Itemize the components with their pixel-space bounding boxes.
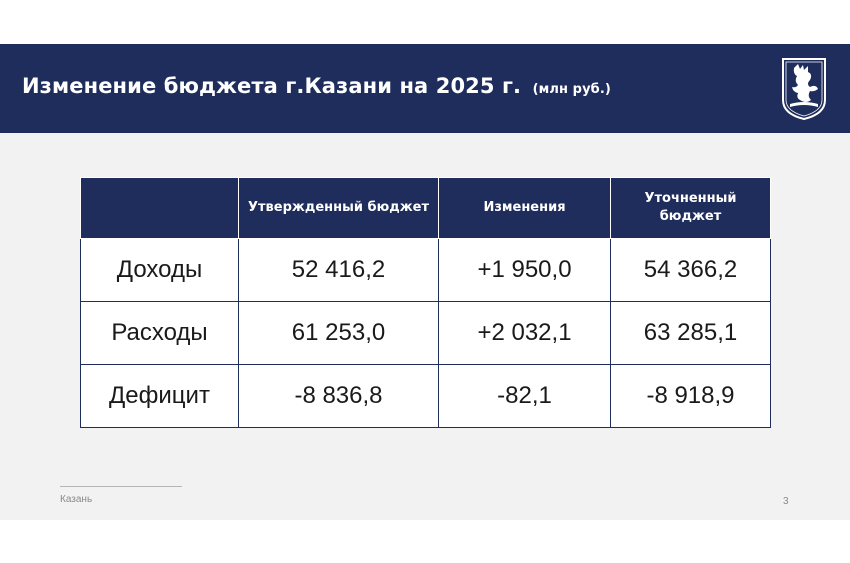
cell-revised: -8 918,9: [610, 364, 771, 428]
row-label: Расходы: [80, 301, 239, 365]
footer-divider: [60, 486, 182, 487]
slide: Изменение бюджета г.Казани на 2025 г. (м…: [0, 44, 850, 520]
cell-approved: 61 253,0: [238, 301, 439, 365]
cell-revised: 54 366,2: [610, 238, 771, 302]
kazan-zilant-emblem-icon: [782, 58, 826, 121]
slide-header: Изменение бюджета г.Казани на 2025 г. (м…: [0, 44, 850, 133]
row-label: Доходы: [80, 238, 239, 302]
cell-approved: -8 836,8: [238, 364, 439, 428]
slide-title: Изменение бюджета г.Казани на 2025 г. (м…: [22, 74, 611, 98]
budget-table: Утвержденный бюджет Изменения Уточненный…: [80, 177, 771, 428]
cell-revised: 63 285,1: [610, 301, 771, 365]
column-header-revised: Уточненный бюджет: [610, 177, 771, 239]
column-header-changes: Изменения: [438, 177, 611, 239]
table-row-revenue: Доходы 52 416,2 +1 950,0 54 366,2: [80, 238, 771, 302]
title-unit: (млн руб.): [532, 82, 611, 97]
table-row-deficit: Дефицит -8 836,8 -82,1 -8 918,9: [80, 364, 771, 428]
cell-approved: 52 416,2: [238, 238, 439, 302]
cell-change: +2 032,1: [438, 301, 611, 365]
footer-city: Казань: [60, 494, 93, 505]
column-header-approved: Утвержденный бюджет: [238, 177, 439, 239]
page-number: 3: [783, 496, 789, 507]
row-label: Дефицит: [80, 364, 239, 428]
title-text: Изменение бюджета г.Казани на 2025 г.: [22, 74, 522, 98]
table-header-row: Утвержденный бюджет Изменения Уточненный…: [80, 177, 771, 239]
cell-change: -82,1: [438, 364, 611, 428]
table-row-expenses: Расходы 61 253,0 +2 032,1 63 285,1: [80, 301, 771, 365]
cell-change: +1 950,0: [438, 238, 611, 302]
column-header-empty: [80, 177, 239, 239]
